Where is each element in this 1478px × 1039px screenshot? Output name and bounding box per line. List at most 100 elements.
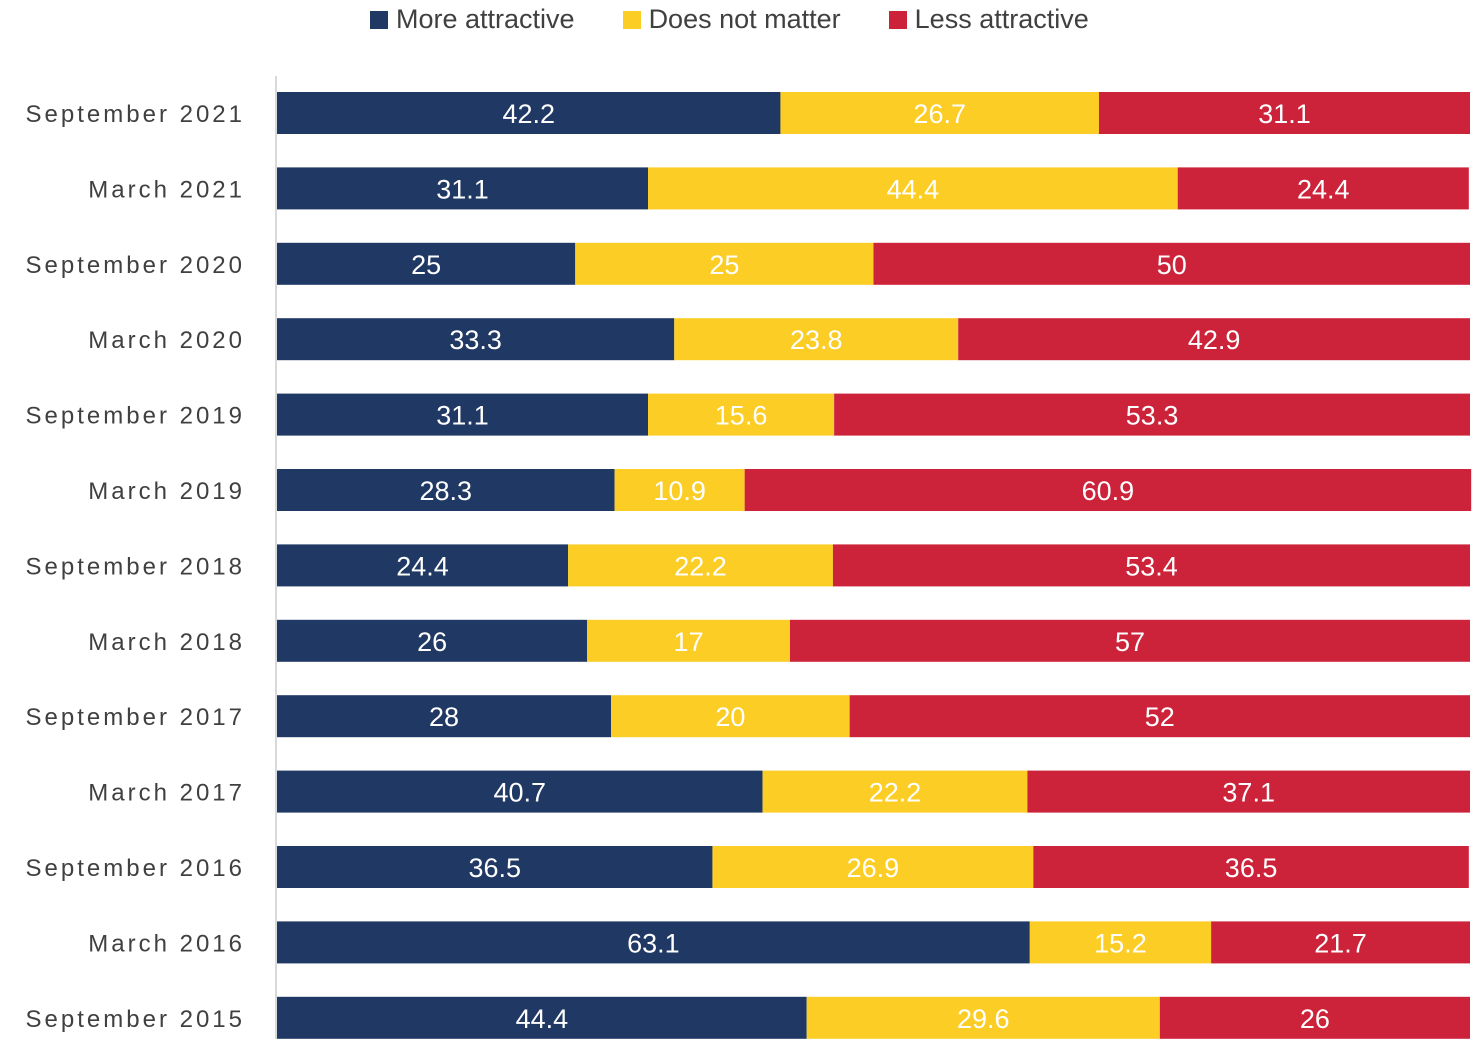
y-tick-label-march-2021: March 2021 xyxy=(88,176,245,203)
data-label-does-not-matter-september-2015: 29.6 xyxy=(957,1004,1010,1034)
bar-does-not-matter-september-2021 xyxy=(780,92,1099,134)
data-label-more-attractive-march-2019: 28.3 xyxy=(420,476,473,506)
bar-does-not-matter-september-2018 xyxy=(568,544,833,587)
data-label-does-not-matter-march-2016: 15.2 xyxy=(1094,928,1147,958)
y-tick-label-september-2019: September 2019 xyxy=(26,403,245,430)
legend-item-more-attractive: More attractive xyxy=(370,4,575,35)
bar-more-attractive-september-2021 xyxy=(277,92,781,134)
data-label-less-attractive-september-2020: 50 xyxy=(1157,250,1187,280)
data-label-more-attractive-march-2021: 31.1 xyxy=(436,174,489,204)
data-label-more-attractive-september-2021: 42.2 xyxy=(502,99,555,129)
legend-label-less-attractive: Less attractive xyxy=(914,4,1089,34)
bar-does-not-matter-march-2019 xyxy=(614,469,745,511)
y-tick-label-september-2018: September 2018 xyxy=(26,553,245,580)
data-label-less-attractive-september-2019: 53.3 xyxy=(1126,401,1179,431)
bar-does-not-matter-march-2021 xyxy=(648,167,1178,210)
legend-label-more-attractive: More attractive xyxy=(396,4,575,34)
data-label-less-attractive-march-2019: 60.9 xyxy=(1082,476,1135,506)
y-tick-label-march-2016: March 2016 xyxy=(88,930,245,957)
y-tick-label-march-2019: March 2019 xyxy=(88,478,245,505)
data-label-less-attractive-march-2017: 37.1 xyxy=(1222,778,1275,808)
data-label-less-attractive-september-2017: 52 xyxy=(1145,702,1175,732)
legend-swatch-less-attractive xyxy=(888,10,907,29)
bar-does-not-matter-march-2018 xyxy=(587,619,790,662)
data-label-does-not-matter-march-2017: 22.2 xyxy=(869,778,922,808)
data-label-less-attractive-march-2021: 24.4 xyxy=(1297,174,1350,204)
bar-less-attractive-march-2016 xyxy=(1211,921,1470,964)
data-label-more-attractive-september-2018: 24.4 xyxy=(396,551,449,581)
data-label-more-attractive-march-2017: 40.7 xyxy=(493,778,546,808)
bar-more-attractive-september-2018 xyxy=(277,544,569,587)
data-label-more-attractive-september-2017: 28 xyxy=(429,702,459,732)
bar-more-attractive-march-2021 xyxy=(277,167,649,210)
data-label-less-attractive-march-2016: 21.7 xyxy=(1314,928,1367,958)
data-label-more-attractive-september-2019: 31.1 xyxy=(436,401,489,431)
data-label-more-attractive-september-2015: 44.4 xyxy=(516,1004,569,1034)
bar-less-attractive-march-2018 xyxy=(789,619,1470,662)
y-tick-label-march-2020: March 2020 xyxy=(88,327,245,354)
data-label-does-not-matter-march-2021: 44.4 xyxy=(887,174,940,204)
bar-does-not-matter-september-2015 xyxy=(806,996,1160,1039)
data-label-less-attractive-september-2016: 36.5 xyxy=(1225,853,1278,883)
data-label-less-attractive-september-2015: 26 xyxy=(1300,1004,1330,1034)
legend-item-does-not-matter: Does not matter xyxy=(622,4,841,35)
bar-more-attractive-march-2019 xyxy=(277,469,615,511)
data-label-less-attractive-march-2020: 42.9 xyxy=(1188,325,1241,355)
y-tick-label-september-2021: September 2021 xyxy=(26,101,245,128)
bar-more-attractive-march-2018 xyxy=(277,619,588,662)
data-label-does-not-matter-september-2020: 25 xyxy=(709,250,739,280)
bar-more-attractive-march-2016 xyxy=(277,921,1030,964)
bar-less-attractive-march-2020 xyxy=(958,318,1470,361)
bar-more-attractive-september-2019 xyxy=(277,393,649,436)
bar-more-attractive-september-2017 xyxy=(277,695,612,738)
legend-swatch-more-attractive xyxy=(370,10,388,29)
data-label-does-not-matter-march-2020: 23.8 xyxy=(790,325,843,355)
bar-more-attractive-september-2015 xyxy=(277,996,807,1039)
data-label-more-attractive-march-2016: 63.1 xyxy=(627,928,680,958)
bar-does-not-matter-september-2017 xyxy=(611,695,850,738)
legend-label-does-not-matter: Does not matter xyxy=(648,4,841,34)
data-label-does-not-matter-march-2019: 10.9 xyxy=(653,476,706,506)
data-label-does-not-matter-march-2018: 17 xyxy=(674,627,704,657)
bar-less-attractive-september-2019 xyxy=(834,393,1470,436)
y-tick-label-september-2015: September 2015 xyxy=(26,1006,245,1033)
data-label-less-attractive-september-2018: 53.4 xyxy=(1125,551,1178,581)
data-label-does-not-matter-september-2018: 22.2 xyxy=(674,551,727,581)
data-label-less-attractive-march-2018: 57 xyxy=(1115,627,1145,657)
bar-does-not-matter-march-2016 xyxy=(1029,921,1212,964)
bar-less-attractive-september-2016 xyxy=(1033,846,1469,888)
y-tick-label-september-2016: September 2016 xyxy=(26,855,245,882)
bar-more-attractive-march-2020 xyxy=(277,318,675,361)
bar-more-attractive-september-2016 xyxy=(277,846,713,888)
legend: More attractive Does not matter Less att… xyxy=(370,4,1137,35)
bar-does-not-matter-september-2016 xyxy=(712,846,1034,888)
bar-more-attractive-march-2017 xyxy=(277,770,763,813)
y-tick-label-september-2017: September 2017 xyxy=(26,704,245,731)
data-label-more-attractive-september-2016: 36.5 xyxy=(468,853,521,883)
data-label-more-attractive-march-2018: 26 xyxy=(417,627,447,657)
bar-less-attractive-september-2021 xyxy=(1098,92,1470,134)
y-tick-label-march-2017: March 2017 xyxy=(88,780,245,807)
data-label-less-attractive-september-2021: 31.1 xyxy=(1258,99,1311,129)
bar-does-not-matter-march-2017 xyxy=(762,770,1028,813)
bar-less-attractive-september-2018 xyxy=(832,544,1470,587)
bar-less-attractive-september-2015 xyxy=(1159,996,1470,1039)
bar-does-not-matter-march-2020 xyxy=(674,318,959,361)
bar-less-attractive-march-2019 xyxy=(744,469,1472,511)
legend-swatch-does-not-matter xyxy=(622,10,641,29)
y-tick-label-march-2018: March 2018 xyxy=(88,629,245,656)
data-label-does-not-matter-september-2017: 20 xyxy=(715,702,745,732)
bar-less-attractive-september-2017 xyxy=(849,695,1470,738)
data-label-does-not-matter-september-2019: 15.6 xyxy=(715,401,768,431)
bar-less-attractive-march-2021 xyxy=(1177,167,1469,210)
data-label-more-attractive-september-2020: 25 xyxy=(411,250,441,280)
bar-less-attractive-march-2017 xyxy=(1027,770,1470,813)
legend-item-less-attractive: Less attractive xyxy=(888,4,1089,35)
data-label-does-not-matter-september-2016: 26.9 xyxy=(847,853,900,883)
y-tick-label-september-2020: September 2020 xyxy=(26,252,245,279)
data-label-does-not-matter-september-2021: 26.7 xyxy=(913,99,966,129)
bar-less-attractive-september-2020 xyxy=(873,242,1470,285)
bar-does-not-matter-september-2020 xyxy=(575,242,874,285)
